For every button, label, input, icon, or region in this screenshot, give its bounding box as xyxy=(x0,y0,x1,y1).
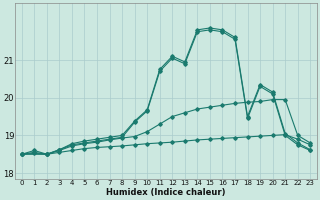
X-axis label: Humidex (Indice chaleur): Humidex (Indice chaleur) xyxy=(106,188,226,197)
